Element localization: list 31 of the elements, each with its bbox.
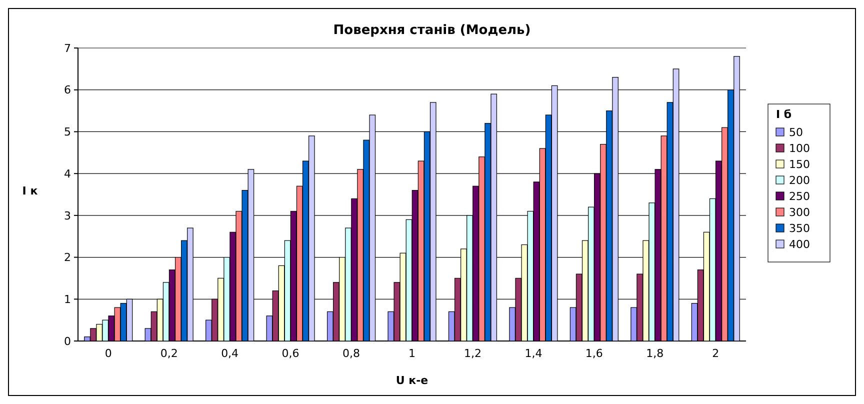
- legend-label: 150: [789, 158, 810, 171]
- y-tick-label: 5: [64, 126, 71, 139]
- x-tick-label: 0,2: [160, 347, 178, 360]
- x-tick-label: 1,2: [464, 347, 482, 360]
- x-tick-label: 0,8: [342, 347, 360, 360]
- y-tick-label: 0: [64, 334, 71, 348]
- legend-label: 350: [789, 222, 810, 235]
- x-tick-label: 1,8: [646, 347, 664, 360]
- legend-label: 50: [789, 126, 803, 139]
- y-tick-label: 1: [64, 292, 71, 306]
- y-tick-label: 7: [64, 42, 71, 55]
- y-tick-label: 4: [64, 167, 71, 180]
- y-tick-label: 3: [64, 209, 71, 222]
- chart-title: Поверхня станів (Модель): [333, 23, 531, 38]
- x-tick-label: 0,6: [282, 347, 300, 360]
- x-tick-label: 0,4: [221, 347, 239, 360]
- x-tick-label: 1: [408, 347, 416, 360]
- x-tick-label: 1,4: [524, 347, 542, 360]
- legend-label: 200: [789, 174, 810, 187]
- y-tick-label: 6: [64, 84, 71, 97]
- legend-label: 300: [789, 206, 810, 219]
- legend-label: 250: [789, 190, 810, 203]
- x-tick-label: 1,6: [585, 347, 603, 360]
- y-axis-title: I к: [22, 184, 38, 198]
- legend-label: 100: [789, 142, 810, 155]
- x-tick-label: 2: [712, 347, 720, 360]
- legend-title: I б: [776, 108, 792, 121]
- legend-label: 400: [789, 238, 810, 251]
- x-axis-title: U к-е: [396, 374, 428, 387]
- y-tick-label: 2: [64, 251, 71, 264]
- x-tick-label: 0: [104, 347, 112, 360]
